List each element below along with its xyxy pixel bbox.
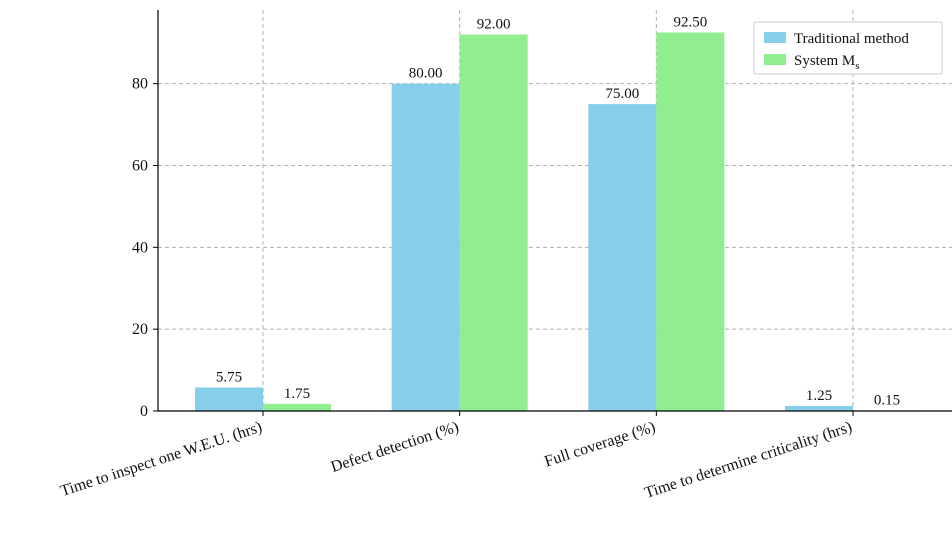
bars (195, 32, 922, 412)
bar-value-label: 80.00 (409, 66, 443, 82)
legend-swatch-traditional (764, 32, 786, 43)
bar-value-label: 1.75 (284, 386, 310, 402)
legend-label-system-subscript: s (855, 60, 859, 72)
bar-value-labels: 5.75 80.00 75.00 1.25 1.75 92.00 92.50 0.15 (216, 15, 900, 409)
bar-system-2 (656, 32, 725, 412)
bar-system-1 (459, 34, 528, 411)
bar-traditional-2 (588, 104, 657, 411)
bar-traditional-0 (195, 387, 263, 411)
legend-label-system: System Ms (794, 53, 860, 72)
bar-value-label: 1.25 (806, 388, 832, 404)
bar-value-label: 5.75 (216, 369, 242, 385)
y-tick-label: 80 (132, 76, 148, 93)
x-category-label: Time to determine criticality (hrs) (642, 419, 854, 502)
bar-traditional-3 (785, 405, 854, 411)
bar-value-label: 92.00 (477, 17, 511, 33)
y-tick-label: 0 (140, 403, 148, 420)
bar-value-label: 75.00 (605, 86, 639, 102)
axes (157, 10, 952, 412)
x-category-label: Full coverage (%) (542, 419, 657, 471)
bar-system-0 (263, 403, 331, 411)
legend-label-system-main: System M (794, 53, 855, 69)
y-tick-label: 60 (132, 157, 148, 174)
legend-swatch-system (764, 54, 786, 65)
y-tick-labels: 0 20 40 60 80 (132, 76, 158, 420)
legend-label-traditional: Traditional method (794, 31, 909, 47)
y-tick-label: 40 (132, 239, 148, 256)
x-category-label: Time to inspect one W.E.U. (hrs) (58, 419, 264, 500)
x-category-label: Defect detection (%) (329, 419, 461, 476)
y-tick-label: 20 (132, 321, 148, 338)
bar-traditional-1 (391, 83, 460, 411)
bar-value-label: 92.50 (673, 15, 707, 31)
bar-value-label: 0.15 (874, 392, 900, 408)
legend: Traditional method System Ms (753, 21, 943, 75)
legend-box (753, 21, 943, 75)
x-category-labels: Time to inspect one W.E.U. (hrs) Defect d… (58, 411, 854, 502)
